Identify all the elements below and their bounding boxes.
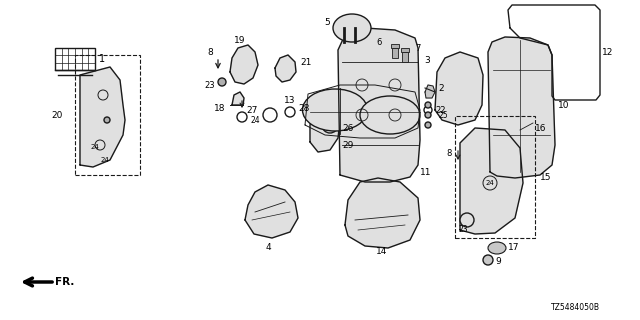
Text: 17: 17 xyxy=(508,244,520,252)
Ellipse shape xyxy=(360,96,420,134)
Text: 4: 4 xyxy=(265,244,271,252)
Text: 9: 9 xyxy=(495,258,500,267)
Text: 10: 10 xyxy=(558,100,570,109)
Text: 20: 20 xyxy=(52,110,63,119)
Circle shape xyxy=(425,112,431,118)
Text: 26: 26 xyxy=(342,124,353,132)
Text: 8: 8 xyxy=(447,148,452,157)
Text: 8: 8 xyxy=(207,47,213,57)
Text: 29: 29 xyxy=(342,140,353,149)
Polygon shape xyxy=(80,67,125,167)
Text: 5: 5 xyxy=(324,18,330,27)
Bar xyxy=(75,55,140,175)
Polygon shape xyxy=(275,55,296,82)
Text: 24: 24 xyxy=(486,180,494,186)
Text: 28: 28 xyxy=(298,103,309,113)
Circle shape xyxy=(322,117,338,133)
Text: 24: 24 xyxy=(250,116,260,124)
Ellipse shape xyxy=(333,14,371,42)
Text: 24: 24 xyxy=(91,144,99,150)
Text: 24: 24 xyxy=(100,157,109,163)
Bar xyxy=(391,44,399,48)
Text: 23: 23 xyxy=(204,81,215,90)
Text: 22: 22 xyxy=(435,106,445,115)
Bar xyxy=(392,48,398,58)
Text: 3: 3 xyxy=(424,55,430,65)
Bar xyxy=(402,52,408,62)
Text: 12: 12 xyxy=(602,47,613,57)
Text: 19: 19 xyxy=(234,36,246,44)
Text: 16: 16 xyxy=(535,124,547,132)
Polygon shape xyxy=(245,185,298,238)
Circle shape xyxy=(425,102,431,108)
Polygon shape xyxy=(425,85,435,98)
Text: 15: 15 xyxy=(540,172,552,181)
Circle shape xyxy=(218,78,226,86)
Circle shape xyxy=(460,213,474,227)
Polygon shape xyxy=(230,45,258,84)
Circle shape xyxy=(483,255,493,265)
Text: 7: 7 xyxy=(415,44,420,52)
Ellipse shape xyxy=(488,242,506,254)
Text: 21: 21 xyxy=(300,58,312,67)
Bar xyxy=(401,48,409,52)
Bar xyxy=(55,48,95,70)
Polygon shape xyxy=(488,37,555,178)
Polygon shape xyxy=(345,178,420,248)
Text: FR.: FR. xyxy=(55,277,74,287)
Polygon shape xyxy=(310,102,340,152)
Text: 27: 27 xyxy=(246,106,258,115)
Polygon shape xyxy=(460,128,523,234)
Text: 23: 23 xyxy=(458,226,468,235)
Text: 18: 18 xyxy=(214,103,225,113)
Text: 2: 2 xyxy=(438,84,444,92)
Circle shape xyxy=(425,122,431,128)
Bar xyxy=(455,116,535,238)
Polygon shape xyxy=(435,52,483,125)
Text: TZ5484050B: TZ5484050B xyxy=(551,303,600,312)
Ellipse shape xyxy=(303,89,367,131)
Polygon shape xyxy=(338,28,420,182)
Text: 13: 13 xyxy=(284,95,295,105)
Text: 11: 11 xyxy=(420,167,431,177)
Circle shape xyxy=(104,117,110,123)
Text: 1: 1 xyxy=(99,54,105,64)
Text: 14: 14 xyxy=(376,247,388,257)
Text: 6: 6 xyxy=(376,37,382,46)
Polygon shape xyxy=(232,92,244,105)
Text: 25: 25 xyxy=(438,110,447,119)
